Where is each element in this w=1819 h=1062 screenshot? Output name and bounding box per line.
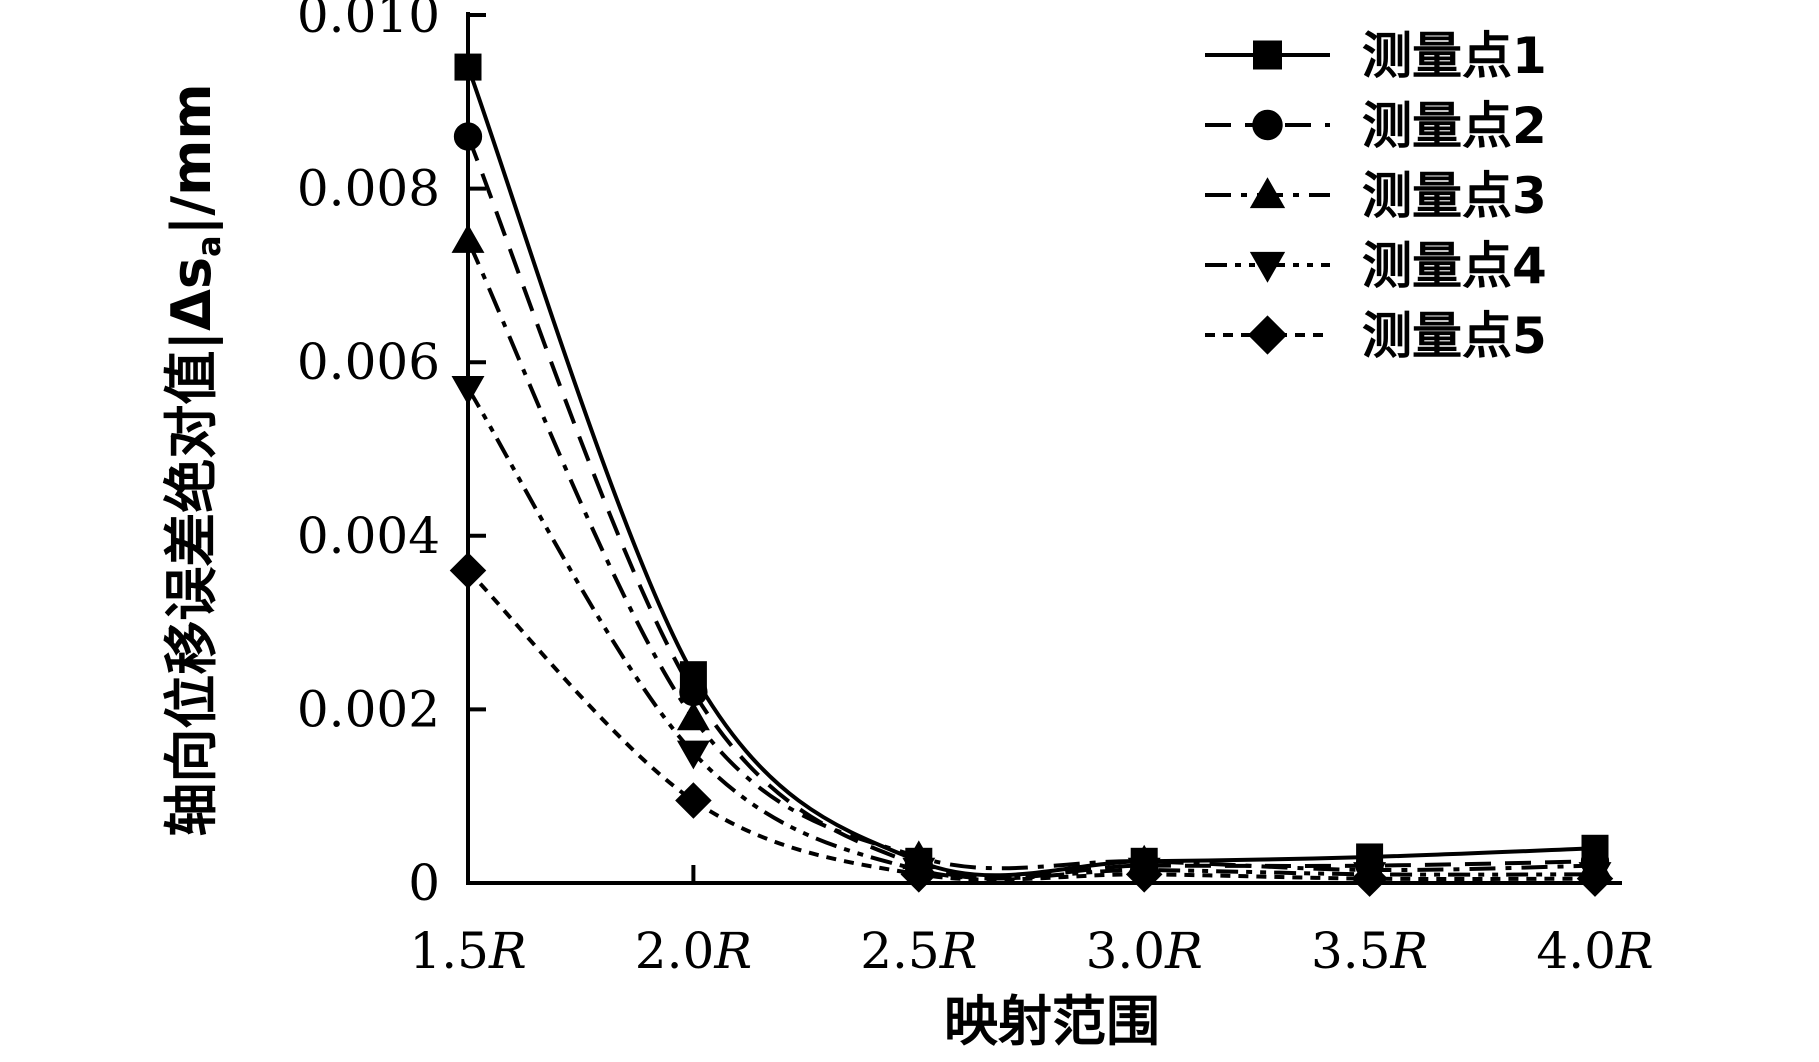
legend-item: 测量点4 [1205, 237, 1547, 295]
y-tick-label: 0.010 [297, 0, 440, 44]
legend-label: 测量点3 [1362, 167, 1547, 225]
x-tick-label: 4.0R [1536, 922, 1653, 980]
data-point-marker [676, 701, 710, 731]
data-point-marker [1125, 856, 1163, 893]
x-tick-unit: R [713, 922, 752, 980]
x-tick-unit: R [488, 922, 527, 980]
x-tick-label: 3.5R [1311, 922, 1428, 980]
data-point-marker [451, 224, 485, 253]
x-tick-unit: R [1615, 922, 1654, 980]
legend-item: 测量点3 [1205, 167, 1547, 225]
data-point-marker [900, 856, 938, 893]
y-tick-label: 0.002 [297, 680, 440, 738]
y-axis-title-symbol: |Δs [160, 257, 223, 351]
data-point-marker [1351, 860, 1388, 897]
x-tick-number: 2.0 [635, 922, 715, 980]
legend-marker [1252, 109, 1283, 141]
data-point-marker [676, 740, 710, 770]
x-tick-number: 3.5 [1311, 922, 1391, 980]
data-point-marker [1576, 860, 1614, 897]
legend: 测量点1 测量点2 测量点3 测量点4 测量点5 [1205, 27, 1547, 365]
series-5 [449, 552, 1614, 897]
x-tick-label: 3.0R [1086, 922, 1203, 980]
x-tick-number: 1.5 [409, 922, 489, 980]
x-tick-number: 3.0 [1086, 922, 1166, 980]
x-tick-unit: R [1390, 922, 1429, 980]
x-tick-label: 2.5R [860, 922, 977, 980]
legend-marker [1249, 251, 1286, 283]
legend-item: 测量点1 [1205, 27, 1547, 85]
series-layer [449, 53, 1614, 897]
y-tick-label: 0.006 [297, 333, 440, 391]
legend-label: 测量点2 [1362, 97, 1547, 155]
legend-label: 测量点1 [1362, 27, 1547, 85]
x-tick-number: 2.5 [860, 922, 940, 980]
y-axis-title-unit: |/mm [160, 83, 223, 235]
x-tick-label: 1.5R [409, 922, 526, 980]
y-tick-label: 0.008 [297, 160, 440, 218]
x-tick-number: 4.0 [1536, 922, 1616, 980]
series-4 [451, 376, 1612, 891]
legend-item: 测量点5 [1205, 307, 1547, 365]
legend-item: 测量点2 [1205, 97, 1547, 155]
legend-marker [1249, 177, 1286, 209]
series-line [466, 387, 1596, 881]
x-tick-unit: R [1164, 922, 1203, 980]
data-point-marker [451, 376, 485, 405]
series-line [466, 135, 1596, 881]
data-point-marker [449, 552, 487, 589]
data-point-marker [675, 782, 712, 819]
legend-marker [1247, 315, 1288, 355]
y-axis-title-main: 轴向位移误差绝对值 [160, 351, 223, 837]
series-line [466, 569, 1596, 882]
legend-label: 测量点4 [1362, 237, 1547, 295]
y-tick-label: 0.004 [297, 507, 440, 565]
x-tick-unit: R [939, 922, 978, 980]
y-tick-label: 0 [408, 854, 440, 912]
legend-label: 测量点5 [1362, 307, 1547, 365]
legend-marker [1253, 40, 1282, 70]
y-axis-title: 轴向位移误差绝对值|Δsa|/mm [160, 83, 228, 836]
y-axis-title-subscript: a [190, 235, 228, 257]
x-tick-label: 2.0R [635, 922, 752, 980]
data-point-marker [453, 122, 483, 151]
x-axis-title: 映射范围 [944, 990, 1160, 1053]
data-point-marker [454, 53, 482, 81]
